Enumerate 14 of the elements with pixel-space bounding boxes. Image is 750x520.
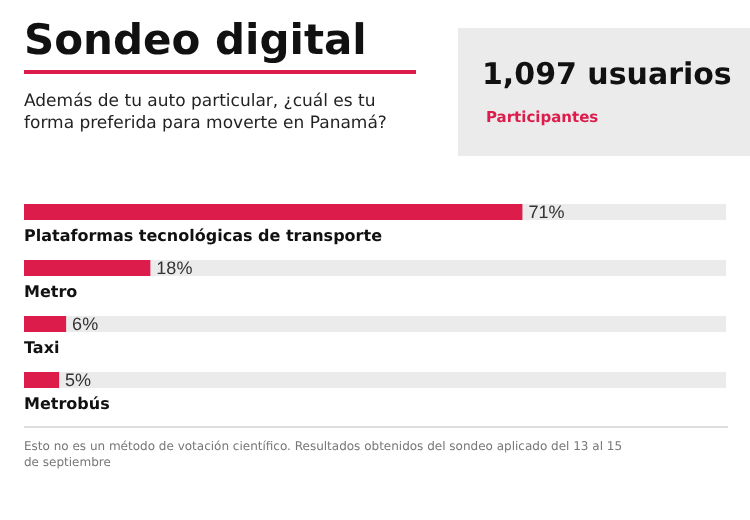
bar	[24, 316, 67, 332]
text: 1,097 usuarios	[482, 56, 732, 92]
y-tick-label: Plataformas tecnológicas de transporte	[24, 227, 384, 245]
bar	[24, 260, 151, 276]
chart-title: Sondeo digital	[24, 16, 416, 74]
data-label: 5%	[65, 370, 92, 390]
data-label: 71%	[528, 202, 565, 222]
bar	[24, 372, 60, 388]
data-label: 6%	[72, 314, 99, 334]
y-tick-label: Metro	[24, 283, 79, 301]
data-label: 18%	[156, 258, 193, 278]
y-tick-label: Taxi	[24, 339, 60, 357]
y-tick-label: Metrobús	[24, 395, 111, 413]
chart-subtitle: Además de tu auto particular, ¿cuál es tu forma preferida para moverte en Panamá?	[24, 92, 389, 136]
